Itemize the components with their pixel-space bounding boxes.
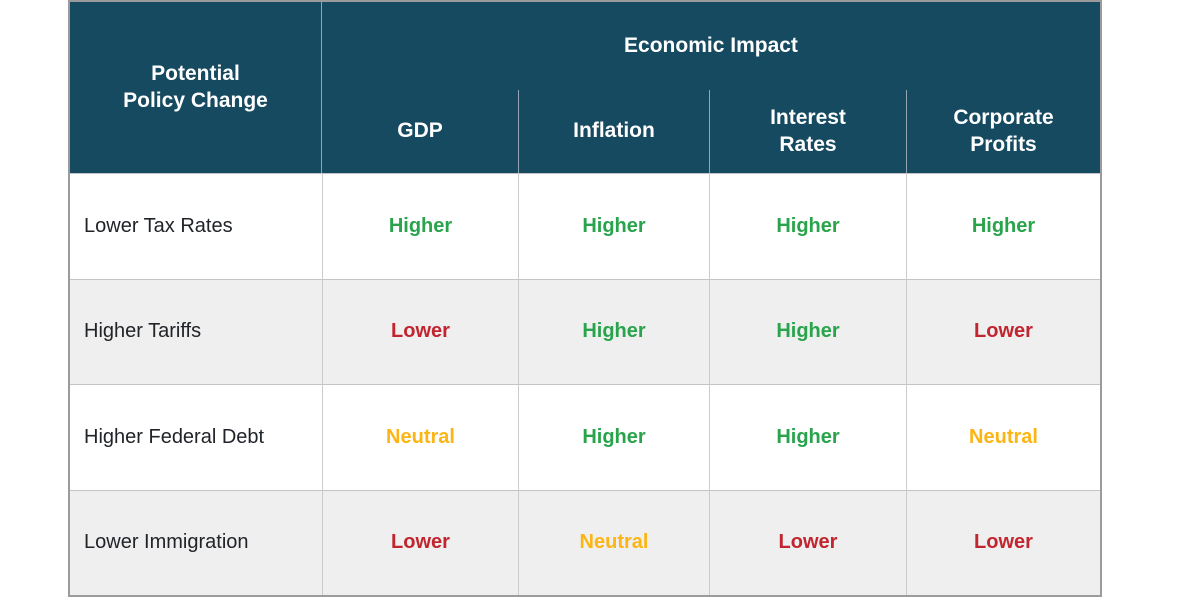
- column-header-inflation: Inflation: [518, 90, 709, 173]
- row-header-cell: Potential Policy Change: [70, 2, 322, 173]
- impact-cell: Lower: [322, 489, 518, 595]
- column-header-corporate-profits: Corporate Profits: [906, 90, 1100, 173]
- impact-cell: Higher: [709, 173, 906, 279]
- impact-cell: Lower: [906, 278, 1100, 384]
- impact-cell: Neutral: [518, 489, 709, 595]
- impact-cell: Higher: [518, 384, 709, 490]
- policy-cell: Higher Federal Debt: [70, 384, 322, 490]
- impact-cell: Higher: [709, 384, 906, 490]
- column-header-interest-rates: Interest Rates: [709, 90, 906, 173]
- group-header-economic-impact: Economic Impact: [322, 2, 1100, 90]
- policy-cell: Higher Tariffs: [70, 278, 322, 384]
- policy-cell: Lower Immigration: [70, 489, 322, 595]
- policy-impact-table: Potential Policy Change Economic Impact …: [68, 0, 1102, 597]
- impact-cell: Higher: [518, 173, 709, 279]
- column-header-gdp: GDP: [322, 90, 518, 173]
- impact-cell: Neutral: [322, 384, 518, 490]
- impact-cell: Higher: [322, 173, 518, 279]
- impact-cell: Lower: [322, 278, 518, 384]
- impact-cell: Higher: [709, 278, 906, 384]
- impact-cell: Higher: [906, 173, 1100, 279]
- policy-cell: Lower Tax Rates: [70, 173, 322, 279]
- impact-cell: Higher: [518, 278, 709, 384]
- impact-cell: Lower: [709, 489, 906, 595]
- impact-cell: Lower: [906, 489, 1100, 595]
- impact-cell: Neutral: [906, 384, 1100, 490]
